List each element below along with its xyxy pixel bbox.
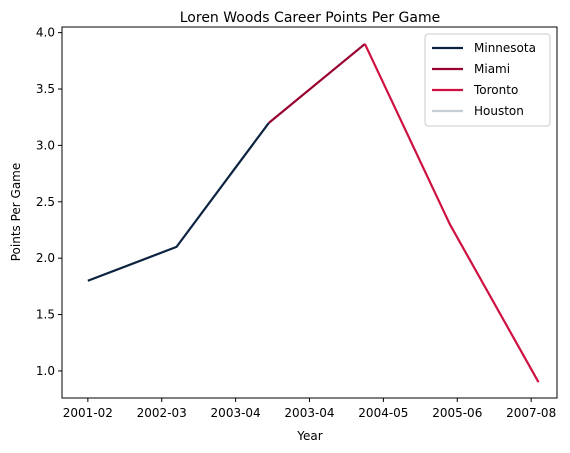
legend: Minnesota Miami Toronto Houston	[424, 33, 551, 127]
y-tick-label: 3.5	[36, 82, 55, 96]
y-tick-label: 1.0	[36, 364, 55, 378]
chart-title: Loren Woods Career Points Per Game	[180, 10, 440, 26]
x-axis-label: Year	[296, 429, 322, 443]
y-tick-label: 1.5	[36, 308, 55, 322]
x-tick-label: 2003-04	[284, 406, 334, 420]
y-tick-label: 3.0	[36, 138, 55, 152]
legend-label: Minnesota	[474, 41, 536, 55]
y-axis-ticks: 1.0 1.5 2.0 2.5 3.0 3.5 4.0	[36, 26, 62, 378]
legend-label: Miami	[474, 62, 510, 76]
x-tick-label: 2003-04	[211, 406, 261, 420]
x-tick-label: 2004-05	[358, 406, 408, 420]
series-line-0	[87, 122, 270, 282]
y-tick-label: 4.0	[36, 26, 55, 40]
series-lines	[87, 43, 540, 383]
x-tick-label: 2002-03	[137, 406, 187, 420]
y-tick-label: 2.5	[36, 195, 55, 209]
y-axis-label: Points Per Game	[9, 163, 23, 262]
y-tick-label: 2.0	[36, 251, 55, 265]
x-tick-label: 2001-02	[63, 406, 113, 420]
legend-box	[424, 33, 551, 127]
legend-label: Houston	[474, 104, 524, 118]
x-tick-label: 2007-08	[506, 406, 556, 420]
x-axis-ticks: 2001-02 2002-03 2003-04 2003-04 2004-05 2005-…	[63, 398, 556, 420]
x-tick-label: 2005-06	[432, 406, 482, 420]
legend-label: Toronto	[473, 83, 518, 97]
series-line-2	[363, 43, 540, 383]
series-line-1	[268, 43, 366, 124]
